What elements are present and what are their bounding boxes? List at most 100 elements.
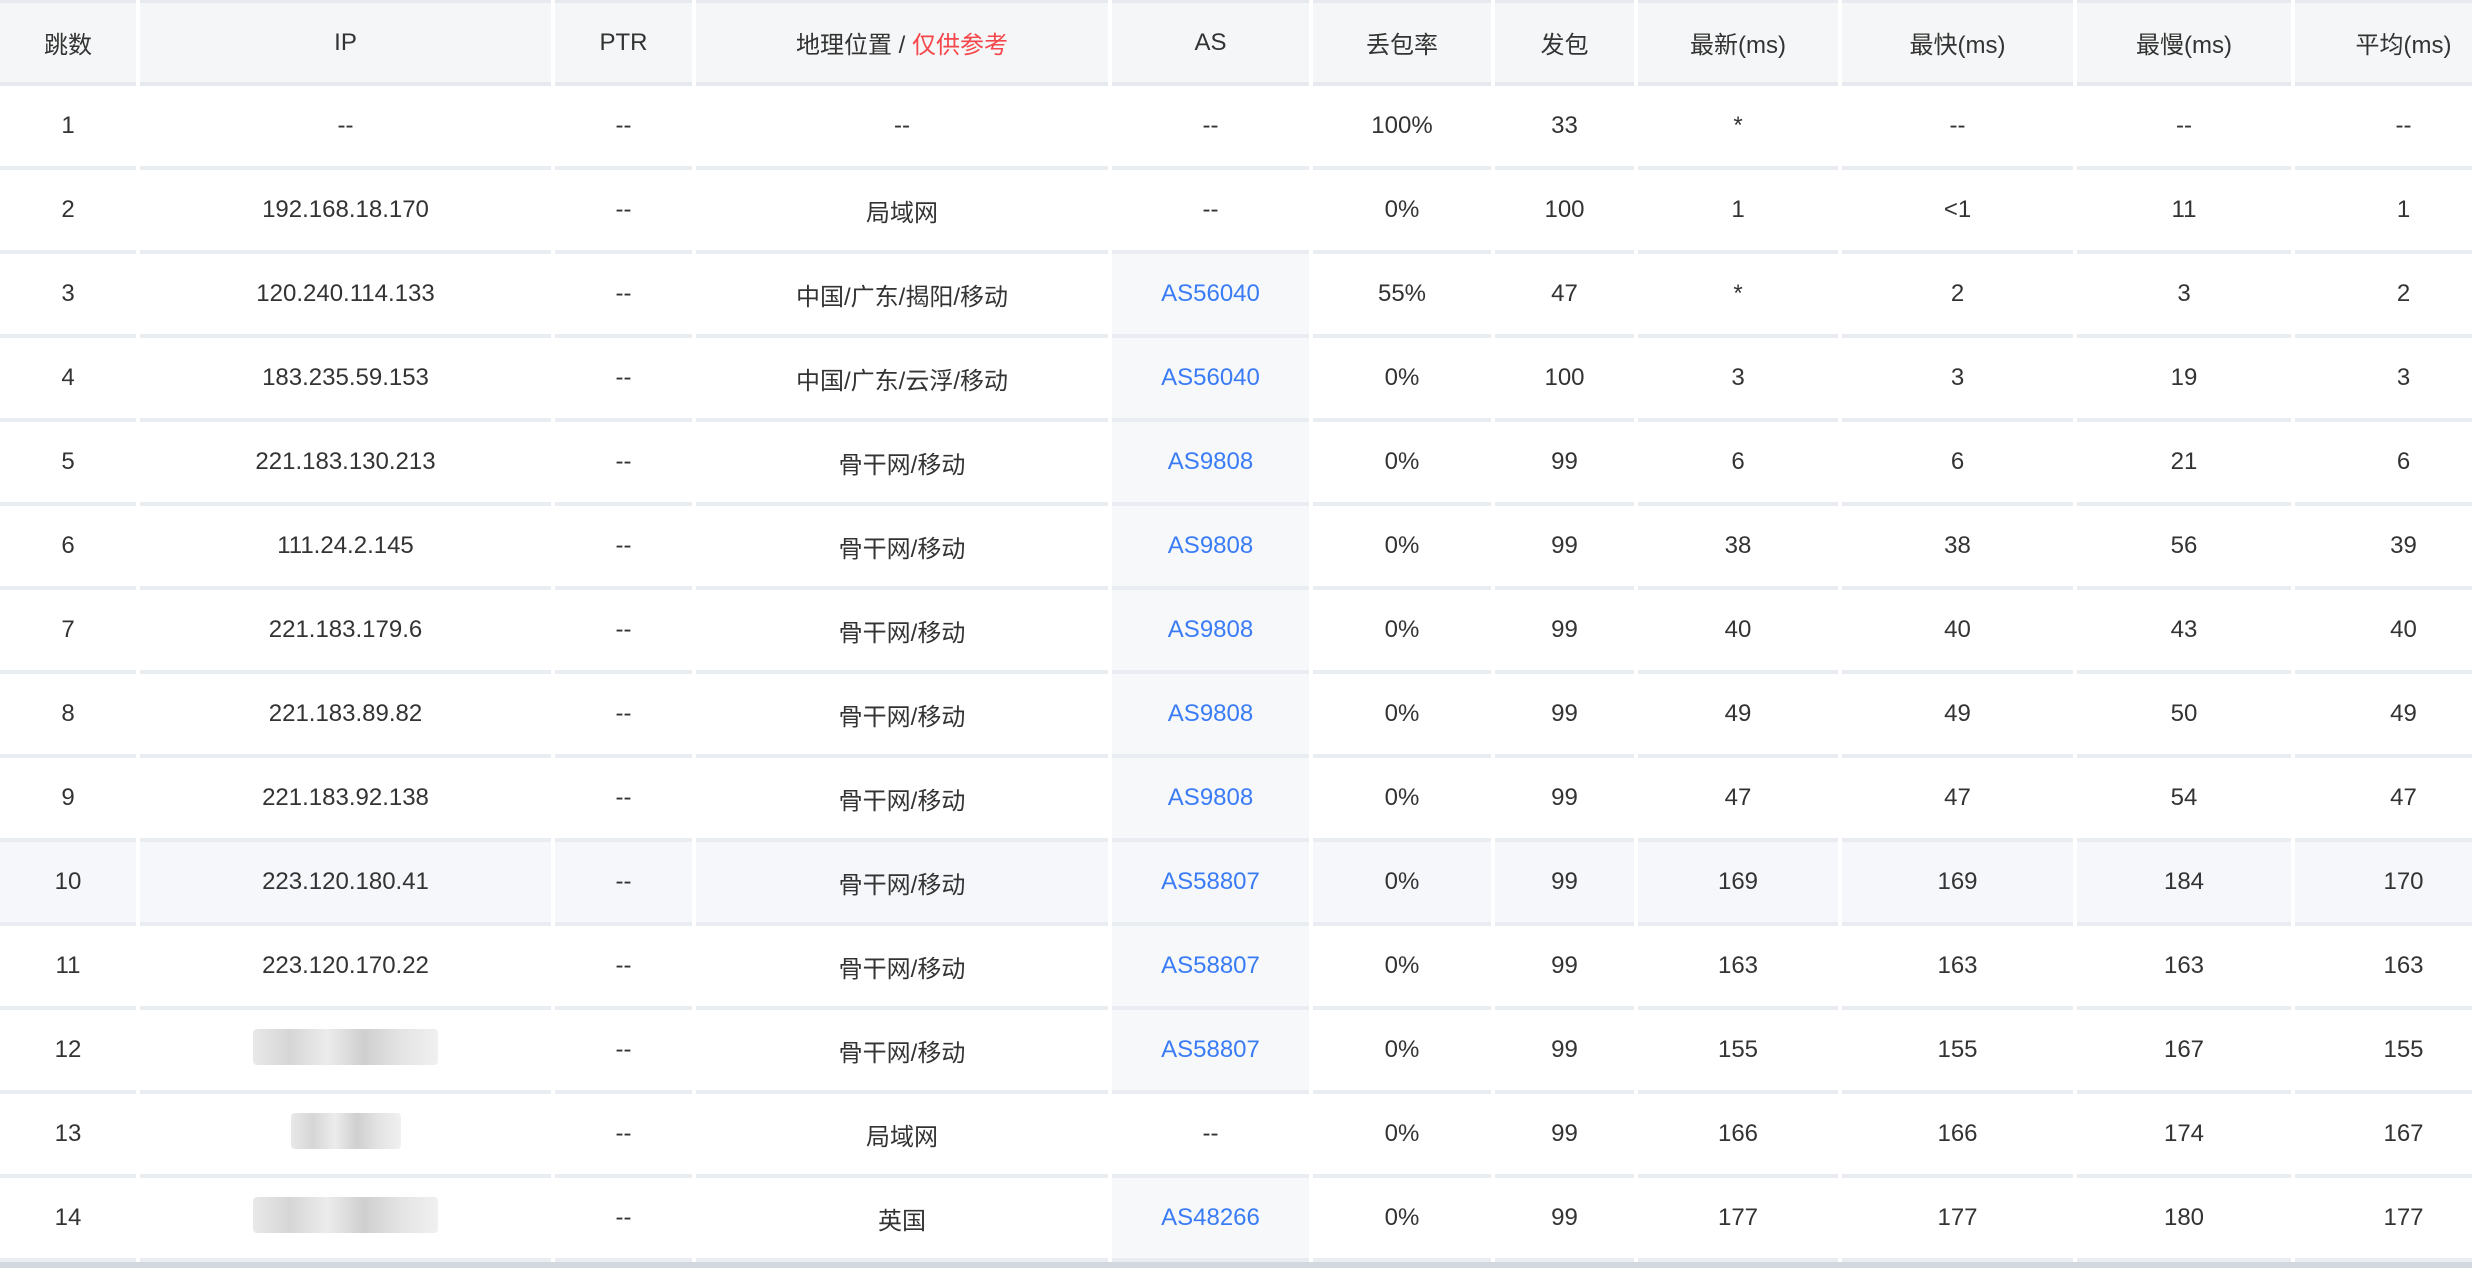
- cell-geo: 英国: [696, 1178, 1108, 1262]
- header-hop: 跳数: [0, 0, 136, 86]
- cell-ptr: --: [555, 422, 692, 506]
- cell-as: AS9808: [1112, 758, 1309, 842]
- cell-last: 155: [1638, 1010, 1838, 1094]
- table-row[interactable]: 1 -- -- -- -- 100% 33 * -- -- --: [0, 86, 2472, 170]
- table-row[interactable]: 5 221.183.130.213 -- 骨干网/移动 AS9808 0% 99 6 6 21 6: [0, 422, 2472, 506]
- cell-ptr: --: [555, 86, 692, 170]
- cell-worst: 56: [2077, 506, 2291, 590]
- cell-geo: --: [696, 86, 1108, 170]
- cell-hop: 14: [0, 1178, 136, 1262]
- as-link[interactable]: AS9808: [1167, 448, 1254, 475]
- cell-best: 6: [1842, 422, 2073, 506]
- cell-as: AS58807: [1112, 926, 1309, 1010]
- cell-last: 6: [1638, 422, 1838, 506]
- as-link[interactable]: AS9808: [1167, 532, 1254, 559]
- cell-ip: [140, 1094, 551, 1178]
- cell-avg: 49: [2295, 674, 2472, 758]
- cell-hop: 4: [0, 338, 136, 422]
- header-best: 最快(ms): [1842, 0, 2073, 86]
- cell-ip: [140, 1178, 551, 1262]
- cell-sent: 47: [1495, 254, 1634, 338]
- table-row[interactable]: 11 223.120.170.22 -- 骨干网/移动 AS58807 0% 99 163 16…: [0, 926, 2472, 1010]
- cell-geo: 局域网: [696, 1094, 1108, 1178]
- table-row[interactable]: 6 111.24.2.145 -- 骨干网/移动 AS9808 0% 99 38 38 56 39: [0, 506, 2472, 590]
- cell-geo: 中国/广东/揭阳/移动: [696, 254, 1108, 338]
- as-link[interactable]: AS58807: [1161, 868, 1260, 895]
- as-link[interactable]: AS58807: [1161, 1036, 1260, 1063]
- cell-loss: 0%: [1313, 1178, 1491, 1262]
- as-link[interactable]: AS9808: [1167, 616, 1254, 643]
- header-as: AS: [1112, 0, 1309, 86]
- as-link[interactable]: AS56040: [1161, 280, 1260, 307]
- table-row[interactable]: 2 192.168.18.170 -- 局域网 -- 0% 100 1 <1 11 1: [0, 170, 2472, 254]
- table-row[interactable]: 3 120.240.114.133 -- 中国/广东/揭阳/移动 AS56040 55% 4…: [0, 254, 2472, 338]
- table-row[interactable]: 14 -- 英国 AS48266 0% 99 177 177 180 177: [0, 1178, 2472, 1262]
- table-row[interactable]: 4 183.235.59.153 -- 中国/广东/云浮/移动 AS56040 0% 100…: [0, 338, 2472, 422]
- cell-loss: 55%: [1313, 254, 1491, 338]
- cell-avg: 170: [2295, 842, 2472, 926]
- cell-last: 177: [1638, 1178, 1838, 1262]
- as-link[interactable]: AS9808: [1167, 700, 1254, 727]
- cell-best: 166: [1842, 1094, 2073, 1178]
- cell-ip: 221.183.89.82: [140, 674, 551, 758]
- cell-best: 49: [1842, 674, 2073, 758]
- cell-avg: 40: [2295, 590, 2472, 674]
- cell-avg: 167: [2295, 1094, 2472, 1178]
- cell-as: AS58807: [1112, 842, 1309, 926]
- cell-ip: 221.183.179.6: [140, 590, 551, 674]
- cell-loss: 0%: [1313, 842, 1491, 926]
- cell-avg: 1: [2295, 170, 2472, 254]
- table-row[interactable]: 13 -- 局域网 -- 0% 99 166 166 174 167: [0, 1094, 2472, 1178]
- cell-last: 166: [1638, 1094, 1838, 1178]
- cell-geo: 骨干网/移动: [696, 674, 1108, 758]
- cell-avg: 155: [2295, 1010, 2472, 1094]
- table-row[interactable]: 7 221.183.179.6 -- 骨干网/移动 AS9808 0% 99 40 40 43 40: [0, 590, 2472, 674]
- cell-geo: 局域网: [696, 170, 1108, 254]
- cell-avg: 177: [2295, 1178, 2472, 1262]
- cell-ptr: --: [555, 506, 692, 590]
- cell-ptr: --: [555, 842, 692, 926]
- table-header: 跳数 IP PTR 地理位置 / 仅供参考 AS 丢包率 发包 最新(ms) 最…: [0, 0, 2472, 86]
- cell-sent: 33: [1495, 86, 1634, 170]
- cell-worst: 19: [2077, 338, 2291, 422]
- table-row[interactable]: 8 221.183.89.82 -- 骨干网/移动 AS9808 0% 99 49 49 50 49: [0, 674, 2472, 758]
- cell-loss: 0%: [1313, 758, 1491, 842]
- cell-loss: 0%: [1313, 506, 1491, 590]
- cell-best: 155: [1842, 1010, 2073, 1094]
- header-loss: 丢包率: [1313, 0, 1491, 86]
- cell-ptr: --: [555, 926, 692, 1010]
- redacted-ip: [253, 1196, 438, 1233]
- cell-best: 3: [1842, 338, 2073, 422]
- table-row[interactable]: 12 -- 骨干网/移动 AS58807 0% 99 155 155 167 155: [0, 1010, 2472, 1094]
- cell-worst: 184: [2077, 842, 2291, 926]
- header-ptr: PTR: [555, 0, 692, 86]
- cell-hop: 1: [0, 86, 136, 170]
- cell-geo: 骨干网/移动: [696, 422, 1108, 506]
- header-geo-sep: /: [891, 32, 912, 59]
- table-bottom-border: [0, 1262, 2472, 1268]
- cell-loss: 0%: [1313, 1010, 1491, 1094]
- as-link[interactable]: AS58807: [1161, 952, 1260, 979]
- cell-as: AS56040: [1112, 254, 1309, 338]
- table-row[interactable]: 9 221.183.92.138 -- 骨干网/移动 AS9808 0% 99 47 47 54 4…: [0, 758, 2472, 842]
- cell-as: --: [1112, 1094, 1309, 1178]
- header-sent: 发包: [1495, 0, 1634, 86]
- cell-sent: 99: [1495, 674, 1634, 758]
- cell-hop: 6: [0, 506, 136, 590]
- table-row[interactable]: 10 223.120.180.41 -- 骨干网/移动 AS58807 0% 99 169 16…: [0, 842, 2472, 926]
- cell-loss: 100%: [1313, 86, 1491, 170]
- as-link[interactable]: AS56040: [1161, 364, 1260, 391]
- as-link[interactable]: AS9808: [1167, 784, 1254, 811]
- cell-sent: 99: [1495, 842, 1634, 926]
- cell-sent: 99: [1495, 758, 1634, 842]
- cell-ip: 221.183.130.213: [140, 422, 551, 506]
- cell-loss: 0%: [1313, 674, 1491, 758]
- cell-geo: 骨干网/移动: [696, 926, 1108, 1010]
- cell-sent: 99: [1495, 1178, 1634, 1262]
- cell-ptr: --: [555, 590, 692, 674]
- as-link[interactable]: AS48266: [1161, 1204, 1260, 1231]
- cell-avg: 2: [2295, 254, 2472, 338]
- cell-loss: 0%: [1313, 170, 1491, 254]
- cell-loss: 0%: [1313, 590, 1491, 674]
- cell-ip: --: [140, 86, 551, 170]
